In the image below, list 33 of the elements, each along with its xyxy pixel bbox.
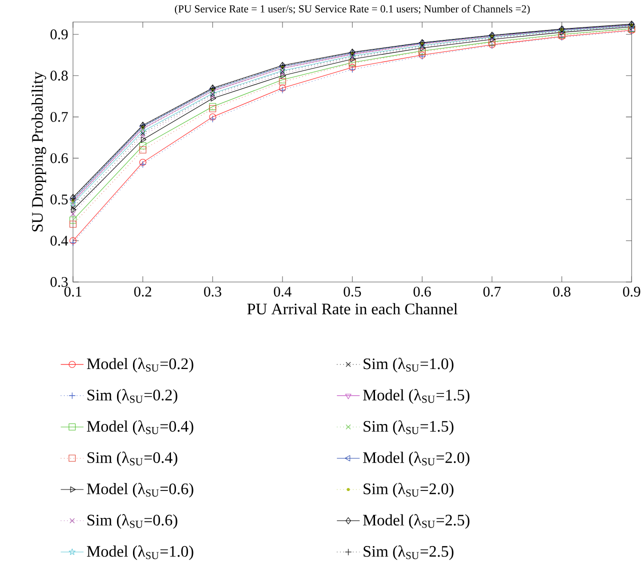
x-tick-label: 0.2 — [134, 286, 152, 297]
x-tick-label: 0.6 — [414, 286, 431, 297]
legend-label: Sim (λ$_{SU}$=1.0) — [364, 358, 454, 372]
legend-label: Model (λ$_{SU}$=2.5) — [363, 514, 470, 529]
y-tick-label: 0.8 — [50, 70, 68, 81]
y-tick-label: 0.6 — [50, 153, 68, 164]
x-tick-label: 0.5 — [344, 286, 361, 297]
legend-label: Model (λ$_{SU}$=1.5) — [363, 389, 470, 404]
chart-title: (PU Service Rate = 1 user/s; SU Service Rate = 0.1 users; Number of Channels =2) — [174, 4, 530, 15]
x-tick-label: 0.1 — [64, 286, 82, 297]
y-tick-label: 0.3 — [50, 277, 68, 287]
legend-label: Sim (λ$_{SU}$=0.4) — [88, 452, 178, 466]
legend-label: Sim (λ$_{SU}$=2.0) — [364, 482, 454, 498]
x-tick-label: 0.7 — [483, 286, 501, 297]
x-tick-label: 0.3 — [204, 286, 222, 297]
y-tick-label: 0.9 — [50, 29, 68, 40]
legend-label: Sim (λ$_{SU}$=0.6) — [88, 514, 178, 529]
legend-label: Sim (λ$_{SU}$=0.2) — [88, 389, 178, 404]
legend-label: Model (λ$_{SU}$=2.0) — [363, 452, 470, 466]
x-axis-title: PU Arrival Rate in each Channel — [247, 303, 458, 314]
legend-label: Model (λ$_{SU}$=0.6) — [86, 482, 194, 498]
legend-label: Sim (λ$_{SU}$=1.5) — [364, 420, 454, 435]
legend-label: Model (λ$_{SU}$=0.2) — [86, 358, 194, 372]
x-tick-label: 0.8 — [553, 286, 570, 297]
x-tick-label: 0.4 — [274, 286, 292, 297]
y-tick-label: 0.4 — [50, 236, 68, 246]
legend-label: Model (λ$_{SU}$=1.0) — [86, 545, 194, 560]
legend-label: Model (λ$_{SU}$=0.4) — [86, 420, 194, 435]
y-axis-title: SU Dropping Probability — [32, 72, 46, 232]
y-tick-label: 0.5 — [50, 194, 68, 204]
y-tick-label: 0.7 — [50, 112, 68, 122]
x-tick-label: 0.9 — [623, 286, 640, 297]
legend-label: Sim (λ$_{SU}$=2.5) — [364, 545, 454, 560]
